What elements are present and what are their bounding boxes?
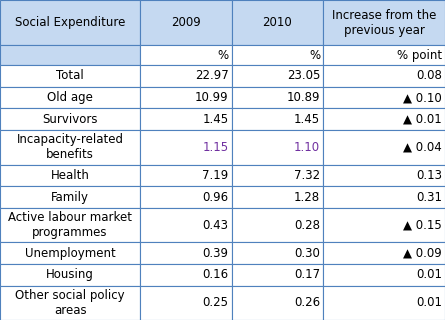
Bar [0, 264, 140, 286]
Text: %: % [218, 49, 229, 62]
Bar [0, 87, 140, 108]
Bar [140, 45, 232, 65]
Bar [140, 264, 232, 286]
Text: ▲ 0.09: ▲ 0.09 [403, 247, 442, 260]
Bar [140, 130, 232, 164]
Bar [323, 264, 445, 286]
Bar [0, 0, 140, 45]
Text: 0.26: 0.26 [294, 296, 320, 309]
Text: 0.25: 0.25 [202, 296, 229, 309]
Text: 0.31: 0.31 [416, 191, 442, 204]
Bar [140, 186, 232, 208]
Bar [0, 208, 140, 242]
Bar [323, 208, 445, 242]
Bar [323, 0, 445, 45]
Bar [323, 242, 445, 264]
Text: 7.32: 7.32 [294, 169, 320, 182]
Bar [323, 286, 445, 320]
Text: 0.01: 0.01 [416, 268, 442, 281]
Bar [140, 108, 232, 130]
Bar [323, 130, 445, 164]
Text: 2009: 2009 [171, 16, 201, 29]
Bar [232, 130, 323, 164]
Bar [323, 108, 445, 130]
Text: Social Expenditure: Social Expenditure [15, 16, 125, 29]
Bar [232, 87, 323, 108]
Text: 1.45: 1.45 [294, 113, 320, 126]
Bar [140, 87, 232, 108]
Bar [140, 0, 232, 45]
Text: Survivors: Survivors [42, 113, 98, 126]
Text: Housing: Housing [46, 268, 94, 281]
Bar [232, 108, 323, 130]
Bar [140, 164, 232, 186]
Bar [232, 65, 323, 87]
Text: ▲ 0.15: ▲ 0.15 [403, 219, 442, 232]
Bar [232, 242, 323, 264]
Bar [232, 0, 323, 45]
Text: Active labour market
programmes: Active labour market programmes [8, 211, 132, 239]
Bar [232, 264, 323, 286]
Text: 0.30: 0.30 [294, 247, 320, 260]
Text: 10.89: 10.89 [287, 91, 320, 104]
Bar [232, 186, 323, 208]
Text: Unemployment: Unemployment [25, 247, 116, 260]
Text: 1.15: 1.15 [202, 141, 229, 154]
Bar [0, 130, 140, 164]
Bar [323, 45, 445, 65]
Text: 0.08: 0.08 [416, 69, 442, 83]
Bar [232, 208, 323, 242]
Text: Incapacity-related
benefits: Incapacity-related benefits [16, 133, 124, 161]
Bar [323, 65, 445, 87]
Text: 0.16: 0.16 [202, 268, 229, 281]
Bar [0, 286, 140, 320]
Bar [232, 45, 323, 65]
Text: 1.10: 1.10 [294, 141, 320, 154]
Bar [0, 186, 140, 208]
Bar [232, 286, 323, 320]
Text: Old age: Old age [47, 91, 93, 104]
Text: 0.13: 0.13 [416, 169, 442, 182]
Text: Other social policy
areas: Other social policy areas [15, 289, 125, 317]
Bar [323, 164, 445, 186]
Bar [232, 164, 323, 186]
Text: 0.43: 0.43 [202, 219, 229, 232]
Text: 10.99: 10.99 [195, 91, 229, 104]
Text: 0.01: 0.01 [416, 296, 442, 309]
Text: ▲ 0.04: ▲ 0.04 [403, 141, 442, 154]
Bar [140, 242, 232, 264]
Text: Family: Family [51, 191, 89, 204]
Bar [323, 87, 445, 108]
Text: Total: Total [56, 69, 84, 83]
Bar [323, 186, 445, 208]
Bar [0, 242, 140, 264]
Text: % point: % point [397, 49, 442, 62]
Text: 0.96: 0.96 [202, 191, 229, 204]
Text: 23.05: 23.05 [287, 69, 320, 83]
Bar [140, 286, 232, 320]
Bar [0, 45, 140, 65]
Text: 2010: 2010 [263, 16, 292, 29]
Text: 1.28: 1.28 [294, 191, 320, 204]
Text: Increase from the
previous year: Increase from the previous year [332, 9, 436, 36]
Bar [0, 65, 140, 87]
Bar [0, 108, 140, 130]
Text: 0.28: 0.28 [294, 219, 320, 232]
Bar [0, 164, 140, 186]
Text: %: % [309, 49, 320, 62]
Text: 1.45: 1.45 [202, 113, 229, 126]
Text: 22.97: 22.97 [195, 69, 229, 83]
Text: Health: Health [51, 169, 89, 182]
Text: ▲ 0.01: ▲ 0.01 [403, 113, 442, 126]
Text: ▲ 0.10: ▲ 0.10 [403, 91, 442, 104]
Bar [140, 208, 232, 242]
Bar [140, 65, 232, 87]
Text: 0.39: 0.39 [202, 247, 229, 260]
Text: 7.19: 7.19 [202, 169, 229, 182]
Text: 0.17: 0.17 [294, 268, 320, 281]
